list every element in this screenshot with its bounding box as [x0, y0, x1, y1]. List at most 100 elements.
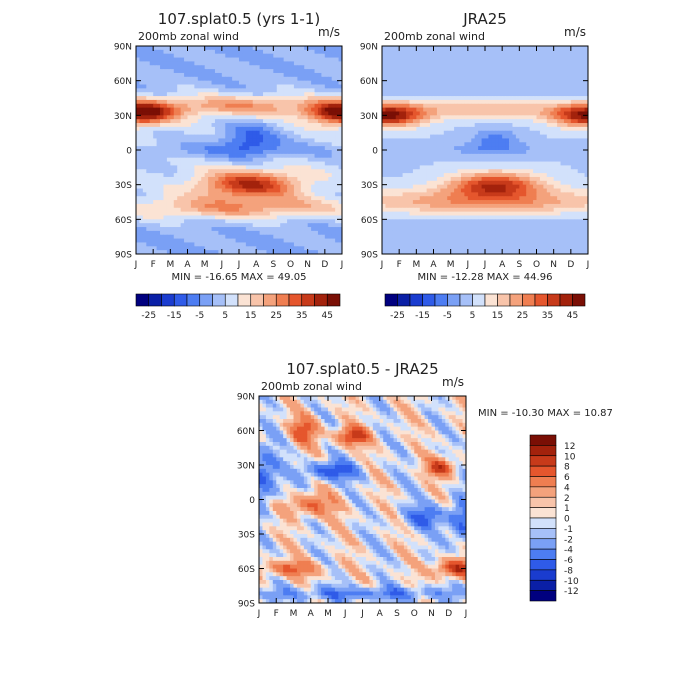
heatmap-cell	[149, 150, 154, 155]
heatmap-cell	[146, 65, 151, 70]
heatmap-cell	[249, 203, 254, 209]
heatmap-cell	[519, 123, 524, 128]
heatmap-cell	[581, 107, 585, 112]
heatmap-cell	[412, 150, 417, 155]
heatmap-cell	[426, 92, 431, 97]
heatmap-cell	[338, 119, 343, 124]
heatmap-cell	[550, 119, 555, 124]
heatmap-cell	[460, 99, 465, 105]
heatmap-cell	[266, 46, 271, 51]
heatmap-cell	[266, 207, 271, 213]
heatmap-cell	[335, 126, 339, 132]
heatmap-cell	[290, 223, 295, 228]
heatmap-cell	[382, 76, 386, 82]
heatmap-cell	[519, 115, 524, 120]
heatmap-cell	[512, 46, 517, 51]
heatmap-cell	[228, 99, 233, 105]
heatmap-cell	[311, 211, 315, 216]
heatmap-cell	[412, 88, 417, 93]
heatmap-cell	[335, 153, 339, 159]
heatmap-cell	[321, 192, 326, 197]
x-tick-label: F	[151, 260, 156, 270]
heatmap-cell	[211, 126, 216, 132]
heatmap-cell	[273, 227, 278, 232]
heatmap-cell	[311, 96, 315, 101]
heatmap-cell	[426, 49, 431, 55]
heatmap-cell	[460, 84, 465, 89]
heatmap-cell	[311, 65, 315, 70]
heatmap-cell	[382, 57, 386, 62]
heatmap-cell	[567, 65, 572, 70]
heatmap-cell	[314, 99, 319, 105]
heatmap-cell	[505, 92, 510, 97]
heatmap-cell	[190, 246, 195, 251]
heatmap-cell	[242, 246, 247, 251]
heatmap-cell	[488, 84, 493, 89]
heatmap-cell	[440, 99, 445, 105]
heatmap-cell	[467, 130, 472, 135]
heatmap-cell	[584, 76, 589, 82]
heatmap-cell	[146, 57, 151, 62]
heatmap-cell	[263, 219, 267, 224]
heatmap-cell	[436, 96, 441, 101]
heatmap-cell	[471, 115, 476, 120]
heatmap-cell	[430, 80, 434, 85]
heatmap-cell	[235, 200, 240, 205]
heatmap-cell	[239, 115, 243, 120]
heatmap-cell	[526, 107, 531, 112]
heatmap-cell	[471, 76, 476, 82]
heatmap-cell	[163, 107, 168, 112]
heatmap-cell	[419, 134, 424, 139]
heatmap-cell	[304, 88, 309, 93]
heatmap-cell	[211, 192, 216, 197]
heatmap-cell	[256, 184, 260, 189]
heatmap-cell	[214, 192, 219, 197]
heatmap-cell	[266, 211, 271, 216]
heatmap-cell	[395, 80, 400, 85]
heatmap-cell	[412, 138, 417, 143]
heatmap-cell	[225, 46, 230, 51]
heatmap-cell	[338, 250, 343, 255]
heatmap-cell	[324, 150, 329, 155]
heatmap-cell	[204, 173, 209, 178]
heatmap-cell	[249, 130, 254, 135]
heatmap-cell	[263, 200, 267, 205]
heatmap-cell	[184, 230, 188, 236]
heatmap-cell	[536, 88, 541, 93]
heatmap-cell	[412, 107, 417, 112]
heatmap-cell	[201, 130, 206, 135]
heatmap-cell	[208, 180, 212, 186]
heatmap-cell	[395, 142, 400, 147]
heatmap-cell	[214, 165, 219, 170]
heatmap-cell	[543, 92, 548, 97]
heatmap-cell	[214, 200, 219, 205]
heatmap-cell	[235, 146, 240, 151]
heatmap-cell	[553, 76, 558, 82]
heatmap-cell	[300, 88, 305, 93]
heatmap-cell	[433, 72, 438, 78]
heatmap-cell	[536, 84, 541, 89]
heatmap-cell	[297, 76, 302, 82]
heatmap-cell	[228, 242, 233, 247]
heatmap-cell	[412, 96, 417, 101]
heatmap-cell	[581, 126, 585, 132]
heatmap-cell	[225, 96, 230, 101]
heatmap-cell	[570, 138, 575, 143]
heatmap-cell	[235, 203, 240, 209]
heatmap-cell	[269, 146, 274, 151]
heatmap-cell	[263, 103, 267, 109]
heatmap-cell	[190, 142, 195, 147]
heatmap-cell	[471, 142, 476, 147]
heatmap-cell	[273, 88, 278, 93]
heatmap-cell	[519, 146, 524, 151]
heatmap-cell	[495, 150, 500, 155]
heatmap-cell	[474, 92, 479, 97]
heatmap-cell	[498, 119, 503, 124]
heatmap-cell	[509, 88, 513, 93]
heatmap-cell	[218, 157, 223, 162]
heatmap-cell	[269, 165, 274, 170]
heatmap-cell	[546, 76, 551, 82]
heatmap-cell	[166, 227, 171, 232]
heatmap-cell	[187, 107, 192, 112]
heatmap-cell	[190, 53, 195, 58]
